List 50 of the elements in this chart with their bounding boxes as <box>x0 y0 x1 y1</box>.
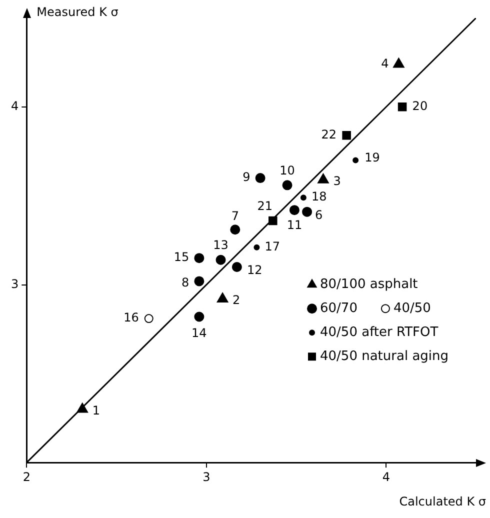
annotation: 21 <box>257 198 273 213</box>
annotation: 19 <box>364 150 380 164</box>
point <box>302 206 312 217</box>
annotation: 6 <box>315 208 323 222</box>
legend-label: 40/50 <box>393 300 431 316</box>
legend-label: 40/50 after RTFOT <box>320 324 438 340</box>
annotation: 22 <box>321 128 337 142</box>
point <box>289 205 300 216</box>
point <box>76 402 88 413</box>
legend-label: 80/100 asphalt <box>320 276 418 292</box>
point <box>268 216 278 226</box>
point <box>230 224 240 235</box>
annotation: 13 <box>213 238 228 252</box>
point <box>216 254 226 265</box>
point <box>254 244 260 250</box>
point <box>300 194 306 201</box>
point <box>194 312 204 322</box>
annotation: 16 <box>124 310 139 325</box>
x-axis-title: Calculated K σ <box>399 494 486 509</box>
annotation: 18 <box>311 190 327 204</box>
x-tick-label: 2 <box>22 470 30 484</box>
annotation: 7 <box>231 208 239 223</box>
annotation: 8 <box>182 275 190 290</box>
y-axis-title: Measured K σ <box>36 5 119 20</box>
point <box>398 102 407 112</box>
x-tick-label: 4 <box>382 470 390 484</box>
annotation: 15 <box>174 250 190 264</box>
annotation: 11 <box>286 218 302 232</box>
legend-label: 40/50 natural aging <box>320 348 449 364</box>
point <box>255 173 266 184</box>
legend-label: 60/70 <box>320 300 358 316</box>
annotation: 10 <box>280 163 295 178</box>
annotation: 3 <box>333 174 341 188</box>
annotation: 20 <box>412 99 428 114</box>
point <box>232 262 242 272</box>
annotation: 12 <box>246 263 262 278</box>
point <box>194 276 204 286</box>
annotation: 17 <box>264 240 280 254</box>
point <box>352 157 359 164</box>
annotation: 14 <box>192 326 207 340</box>
point <box>144 314 154 324</box>
x-tick-label: 3 <box>202 470 210 484</box>
annotation: 4 <box>381 56 389 70</box>
annotation: 2 <box>232 293 240 308</box>
annotation: 1 <box>92 403 100 418</box>
point <box>216 292 228 302</box>
point <box>342 130 351 140</box>
point <box>194 253 204 264</box>
annotation: 9 <box>242 170 250 184</box>
point <box>282 180 292 190</box>
